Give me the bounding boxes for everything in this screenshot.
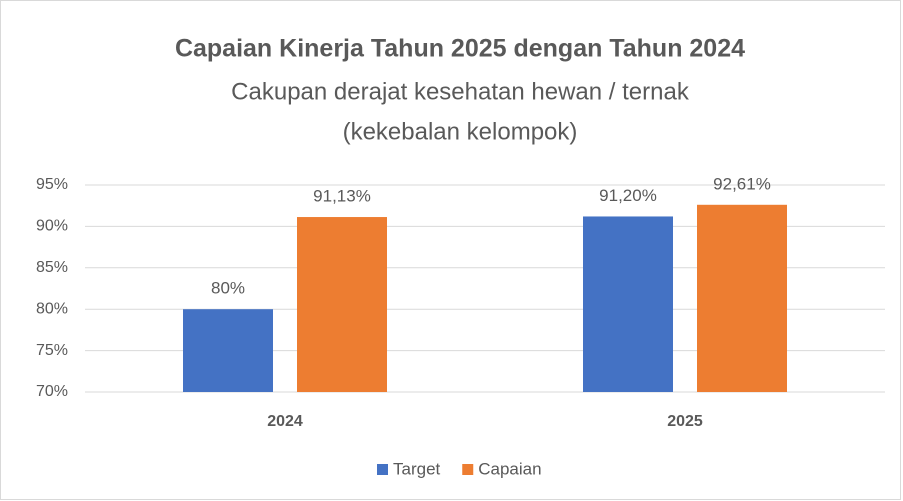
x-tick-label: 2025 xyxy=(667,413,703,430)
legend-label: Target xyxy=(393,459,441,478)
legend-swatch xyxy=(462,464,474,475)
y-tick-label: 85% xyxy=(36,259,68,276)
chart-title: Capaian Kinerja Tahun 2025 dengan Tahun … xyxy=(175,35,745,63)
y-tick-label: 70% xyxy=(36,383,68,400)
y-tick-label: 90% xyxy=(36,218,68,235)
bar xyxy=(297,217,387,392)
chart-subtitle: Cakupan derajat kesehatan hewan / ternak xyxy=(231,78,690,105)
data-label: 92,61% xyxy=(713,174,771,193)
data-label: 80% xyxy=(211,279,245,298)
bar xyxy=(183,309,273,392)
x-tick-label: 2024 xyxy=(267,413,303,430)
data-label: 91,20% xyxy=(599,186,657,205)
legend-swatch xyxy=(377,464,388,475)
y-tick-label: 95% xyxy=(36,176,68,193)
y-tick-label: 75% xyxy=(36,342,68,359)
legend-label: Capaian xyxy=(478,459,541,478)
chart-subtitle: (kekebalan kelompok) xyxy=(343,118,578,145)
bar xyxy=(697,204,787,392)
y-tick-label: 80% xyxy=(36,300,68,317)
data-label: 91,13% xyxy=(313,187,371,206)
bar xyxy=(583,216,673,392)
